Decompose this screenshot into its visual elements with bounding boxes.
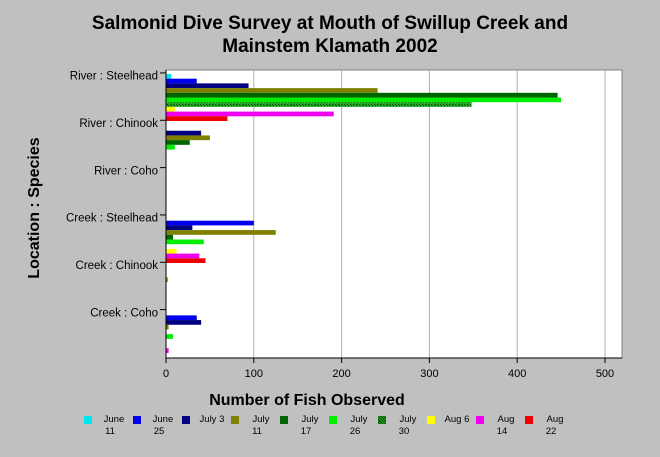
chart-title-line-1: Salmonid Dive Survey at Mouth of Swillup… (91, 13, 569, 34)
bar-july-3 (166, 320, 202, 325)
chart-title: Salmonid Dive Survey at Mouth of Swillup… (0, 12, 660, 58)
legend-label: July 30 (398, 414, 417, 437)
legend-swatch (525, 416, 533, 424)
legend-swatch (427, 416, 435, 424)
legend-item: Aug 14 (476, 414, 528, 444)
y-tick-label: River : Steelhead (70, 71, 158, 83)
legend-item: July 17 (280, 414, 332, 444)
bar-aug-6 (166, 248, 177, 254)
bar-july-11 (166, 324, 169, 330)
legend-swatch (280, 416, 288, 424)
bar-july-11 (166, 135, 210, 141)
bar-july-26 (166, 144, 175, 150)
grid-lines (253, 70, 606, 358)
bar-july-26 (166, 239, 204, 245)
plot-area (165, 69, 623, 359)
axes: 0 100 200 300 400 500 River : Steelhead River :… (66, 70, 622, 380)
y-tick-label: River : Coho (94, 165, 158, 177)
legend-item: July 30 (378, 414, 430, 444)
bar-june-11 (166, 74, 172, 79)
bar-july-3 (166, 130, 202, 136)
legend-item: Aug 6 (427, 414, 479, 444)
x-tick-label: 0 (163, 368, 169, 380)
legend-label: Aug 22 (545, 414, 564, 437)
legend-swatch (231, 416, 239, 424)
legend-item: June 25 (133, 414, 185, 444)
x-axis-label: Number of Fish Observed (209, 392, 405, 409)
legend-label: July 17 (300, 414, 319, 437)
legend-label: July 26 (349, 414, 368, 437)
bar-july-26 (166, 334, 174, 339)
x-tick-label: 300 (420, 368, 438, 380)
legend-swatch (378, 416, 386, 424)
legend-swatch (329, 416, 337, 424)
legend: June 11 June 25 July 3 July 11 July 17 J… (84, 414, 644, 444)
legend-item: July 26 (329, 414, 381, 444)
bars (166, 74, 562, 353)
bar-aug-22 (166, 258, 206, 263)
legend-item: June 11 (84, 414, 136, 444)
bar-aug-6 (166, 106, 175, 112)
legend-item: Aug 22 (525, 414, 577, 444)
bar-july-11 (166, 277, 168, 283)
bar-aug-22 (166, 116, 228, 121)
bar-june-25 (166, 78, 197, 84)
bar-july-3 (166, 83, 249, 89)
x-tick-label: 500 (596, 368, 614, 380)
bar-july-11 (166, 230, 276, 235)
legend-swatch (476, 416, 484, 424)
bar-july-30 (166, 102, 472, 107)
x-tick-label: 400 (508, 368, 526, 380)
bar-july-17 (166, 234, 174, 240)
bar-july-26 (166, 97, 562, 103)
legend-label: June 11 (103, 414, 125, 437)
legend-swatch (133, 416, 141, 424)
y-tick-label: Creek : Coho (90, 307, 158, 319)
y-axis-label: Location : Species (26, 137, 43, 278)
legend-label: Aug 14 (496, 414, 515, 437)
bar-july-17 (166, 140, 190, 145)
legend-label: July 3 (191, 414, 225, 425)
bar-july-17 (166, 92, 558, 98)
bar-aug-14 (166, 111, 334, 117)
legend-item: July 3 (182, 414, 234, 444)
legend-swatch (182, 416, 190, 424)
legend-item: July 11 (231, 414, 283, 444)
y-tick-label: Creek : Chinook (76, 260, 159, 272)
legend-label: June 25 (152, 414, 174, 437)
legend-label: July 11 (252, 414, 270, 437)
y-tick-label: River : Chinook (79, 118, 158, 130)
bar-june-25 (166, 220, 254, 226)
legend-label: Aug 6 (436, 414, 470, 425)
x-tick-label: 100 (245, 368, 263, 380)
bar-aug-14 (166, 348, 169, 353)
chart-title-line-2: Mainstem Klamath 2002 (222, 36, 438, 57)
y-tick-label: Creek : Steelhead (66, 213, 158, 225)
legend-swatch (84, 416, 92, 424)
bar-july-3 (166, 225, 193, 231)
bar-aug-14 (166, 253, 200, 259)
x-tick-label: 200 (332, 368, 350, 380)
bar-july-11 (166, 88, 378, 93)
bar-june-25 (166, 315, 197, 321)
